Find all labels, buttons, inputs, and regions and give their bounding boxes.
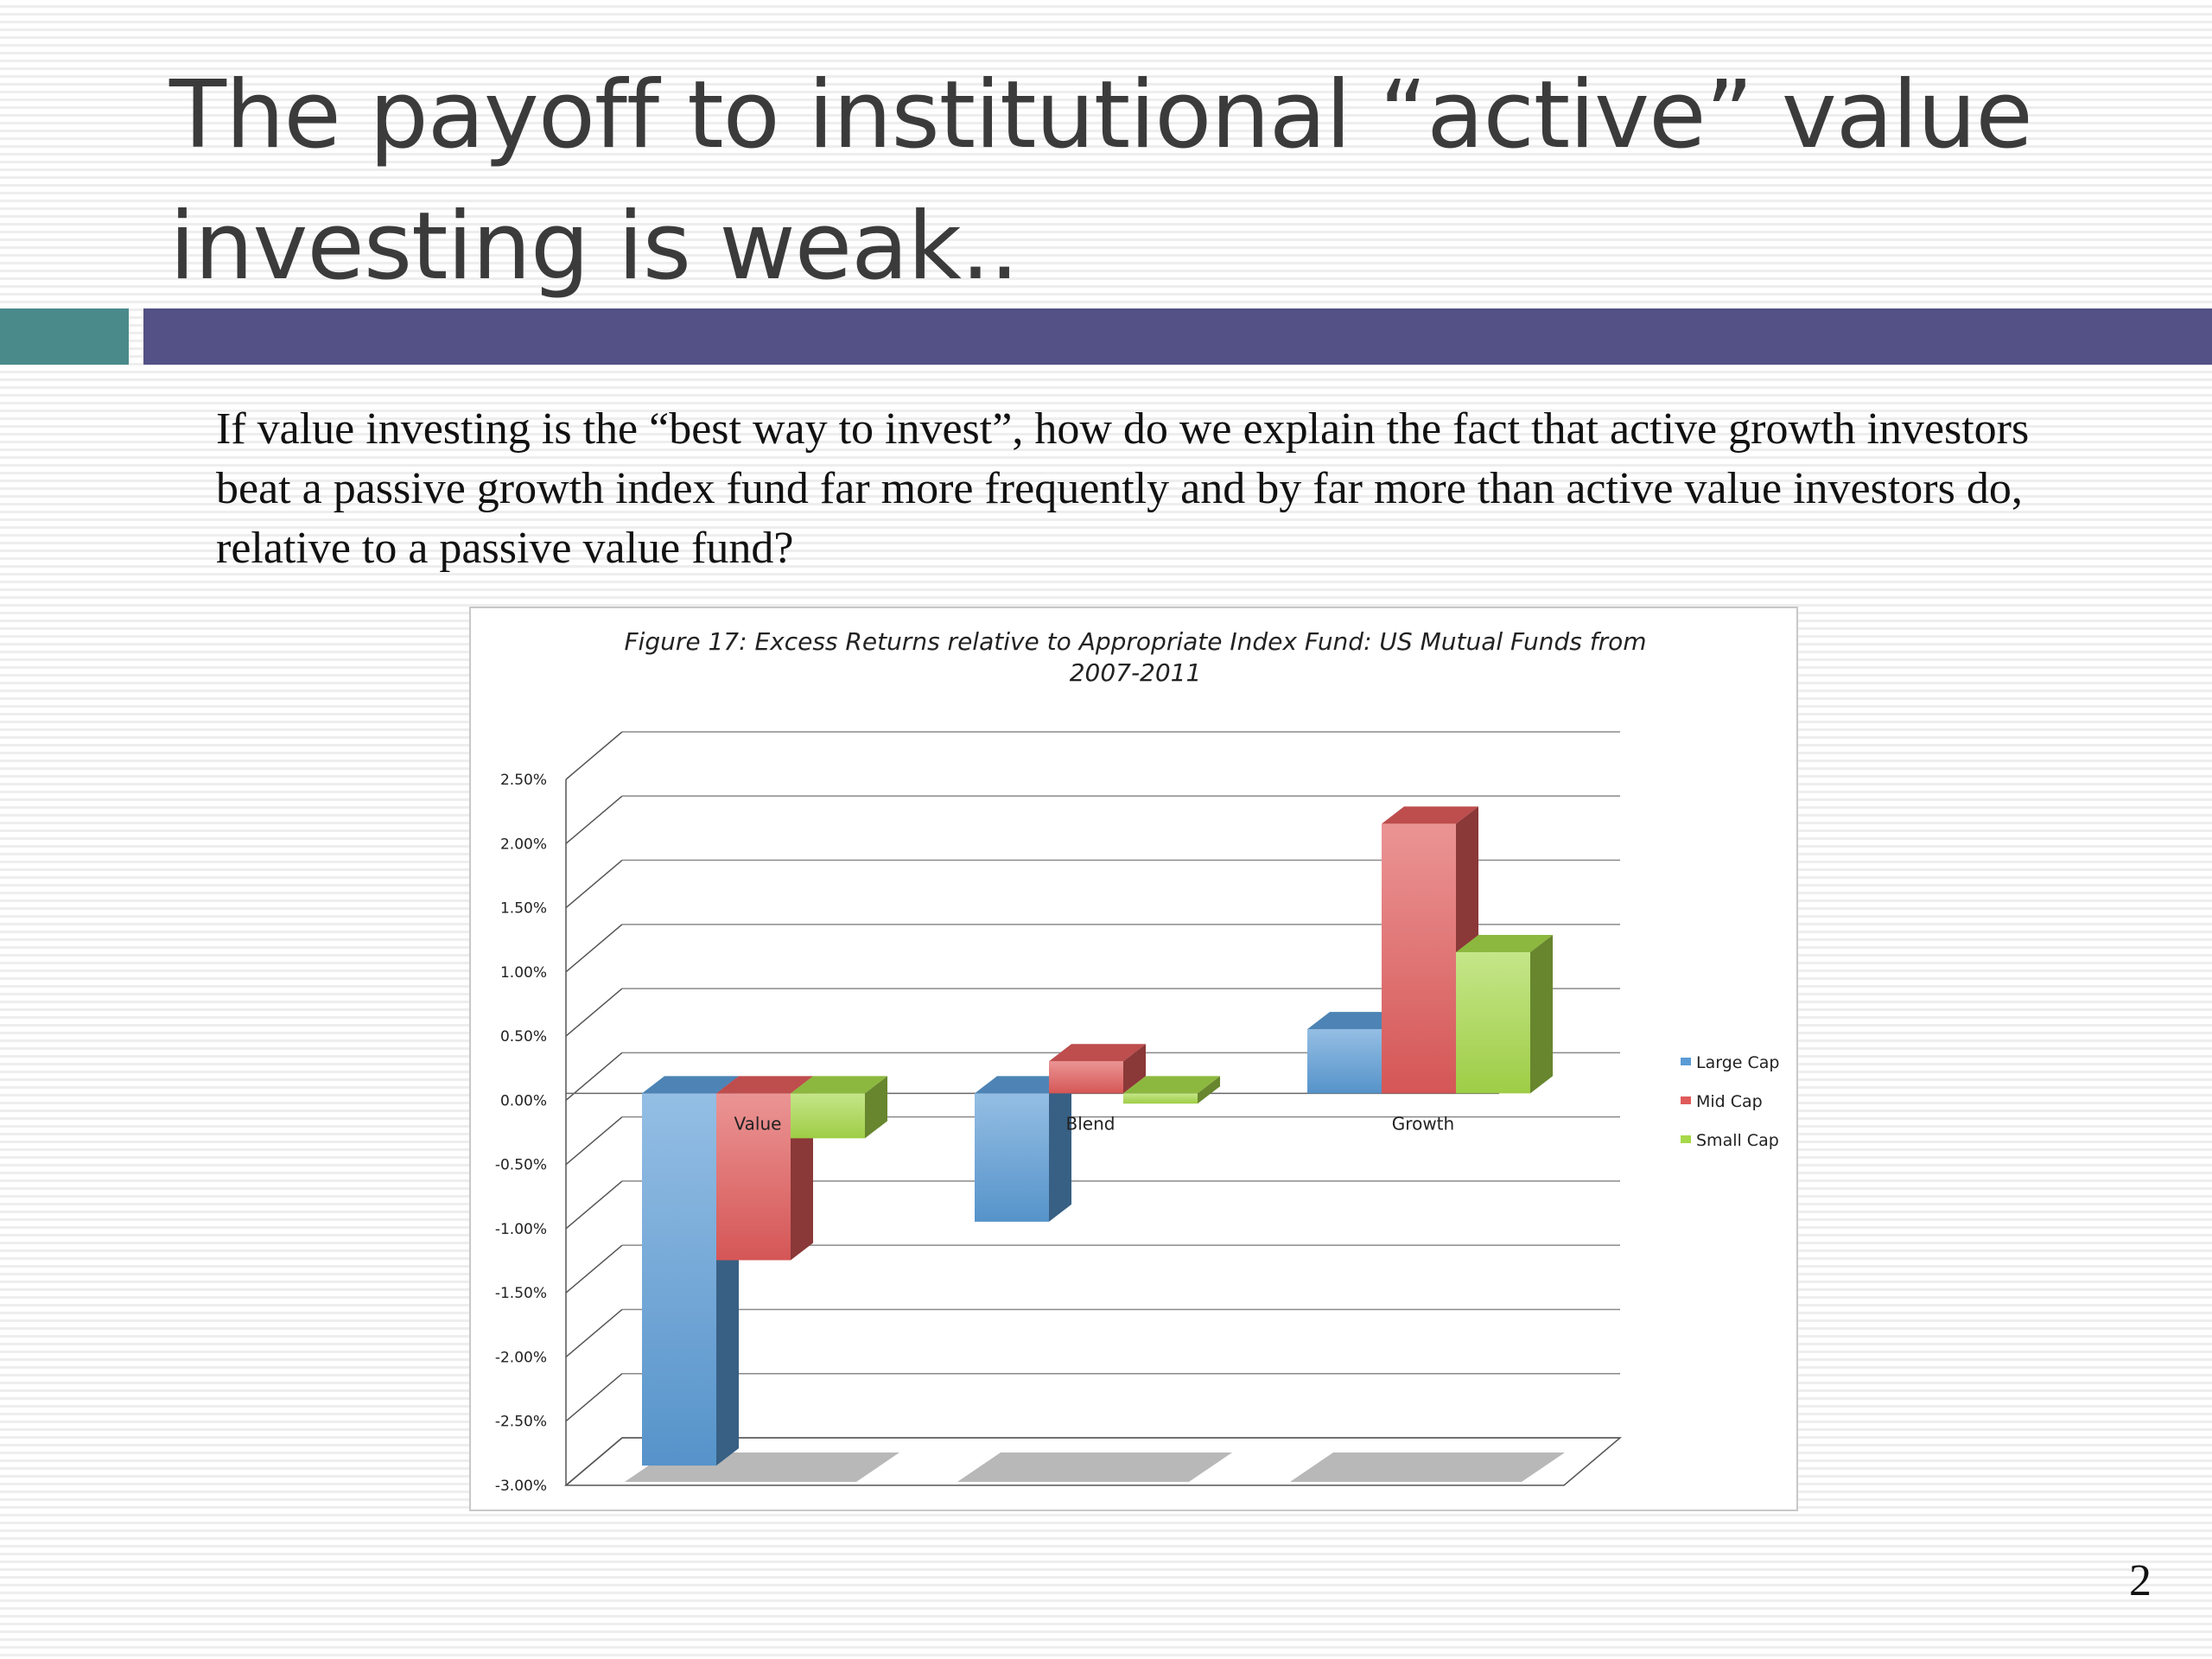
gridline-side: [565, 1180, 623, 1230]
bar-top: [1307, 1012, 1404, 1030]
bar-front: [1123, 1093, 1198, 1104]
bar-top: [1456, 934, 1553, 952]
legend: Large Cap Mid Cap Small Cap: [1681, 1053, 1779, 1150]
slide-title: The payoff to institutional “active” val…: [169, 50, 2113, 313]
bar-top: [791, 1076, 887, 1094]
title-bar: [143, 308, 2212, 365]
bar-front: [975, 1093, 1049, 1222]
gridline-side: [565, 1308, 623, 1358]
y-tick-label: 0.50%: [500, 1028, 547, 1046]
y-tick-label: -2.50%: [495, 1414, 547, 1431]
bar-side: [1123, 1044, 1146, 1094]
slide-title-line-1: The payoff to institutional “active” val…: [169, 61, 2033, 169]
bar-top: [716, 1076, 813, 1094]
bar-front: [642, 1093, 716, 1466]
bar-front: [1307, 1029, 1382, 1094]
gridline-side: [565, 924, 623, 973]
chart-title-line-2: 2007-2011: [1070, 658, 1202, 687]
legend-label: Large Cap: [1696, 1053, 1779, 1072]
bar-top: [1382, 806, 1478, 824]
y-tick-label: -3.00%: [495, 1478, 547, 1495]
y-tick-label: -1.50%: [495, 1285, 547, 1302]
gridline-side: [565, 1052, 623, 1101]
bar-top: [1123, 1076, 1220, 1094]
bar-side: [1530, 934, 1553, 1094]
y-tick-label: 0.00%: [500, 1092, 547, 1109]
grid: [563, 731, 1623, 1486]
chart-frame: Figure 17: Excess Returns relative to Ap…: [469, 607, 1798, 1511]
labels: 2.50% 2.00% 1.50% 1.00% 0.50% 0.00% -0.50% -1.0…: [495, 772, 1454, 1495]
bar-top: [975, 1076, 1071, 1094]
y-tick-label: 2.50%: [500, 772, 547, 789]
bar-front: [1456, 951, 1530, 1094]
y-tick-label: -0.50%: [495, 1157, 547, 1174]
gridline-side: [565, 1373, 623, 1422]
x-tick-label: Value: [734, 1113, 782, 1134]
chart-title-line-1: Figure 17: Excess Returns relative to Ap…: [624, 627, 1646, 656]
bar-front: [1049, 1061, 1123, 1094]
floor-shadow: [1290, 1452, 1565, 1482]
body-text: If value investing is the “best way to i…: [216, 404, 2030, 573]
bar-top: [1049, 1044, 1146, 1062]
bar-front: [716, 1093, 791, 1261]
bar-growth-small-cap: [1456, 934, 1553, 1094]
legend-swatch: [1681, 1135, 1691, 1143]
bar-blend-small-cap: [1123, 1076, 1220, 1104]
bar-blend-mid-cap: [1049, 1044, 1146, 1094]
bar-growth-mid-cap: [1382, 806, 1478, 1094]
y-tick-label: 1.00%: [500, 964, 547, 982]
gridline-side: [565, 859, 623, 909]
x-tick-label: Growth: [1392, 1113, 1454, 1134]
gridline-side: [565, 795, 623, 844]
page-number: 2: [2129, 1556, 2152, 1605]
legend-swatch: [1681, 1096, 1691, 1104]
bar-chart: Figure 17: Excess Returns relative to Ap…: [495, 627, 1780, 1495]
gridline-side: [565, 1116, 623, 1166]
gridline-side: [565, 988, 623, 1037]
legend-swatch: [1681, 1058, 1691, 1065]
bar-top: [642, 1076, 739, 1094]
bars: [625, 806, 1565, 1482]
bar-front: [791, 1093, 865, 1139]
y-tick-label: 2.00%: [500, 836, 547, 853]
bar-side: [1049, 1076, 1071, 1222]
legend-label: Mid Cap: [1696, 1092, 1763, 1111]
y-tick-label: 1.50%: [500, 900, 547, 918]
slide-title-line-2: investing is weak..: [169, 193, 1020, 301]
y-tick-label: -1.00%: [495, 1221, 547, 1238]
y-tick-label: -2.00%: [495, 1349, 547, 1366]
bar-side: [1198, 1076, 1220, 1104]
bar-front: [1382, 823, 1456, 1094]
floor: [563, 1437, 1623, 1486]
floor-shadow: [957, 1452, 1232, 1482]
bar-side: [865, 1076, 887, 1139]
gridline-side: [565, 1244, 623, 1294]
accent-block: [0, 308, 129, 365]
gridline-side: [565, 731, 623, 780]
bar-blend-large-cap: [975, 1076, 1071, 1222]
bar-value-small-cap: [791, 1076, 887, 1139]
x-tick-label: Blend: [1066, 1113, 1116, 1134]
legend-label: Small Cap: [1696, 1131, 1779, 1150]
